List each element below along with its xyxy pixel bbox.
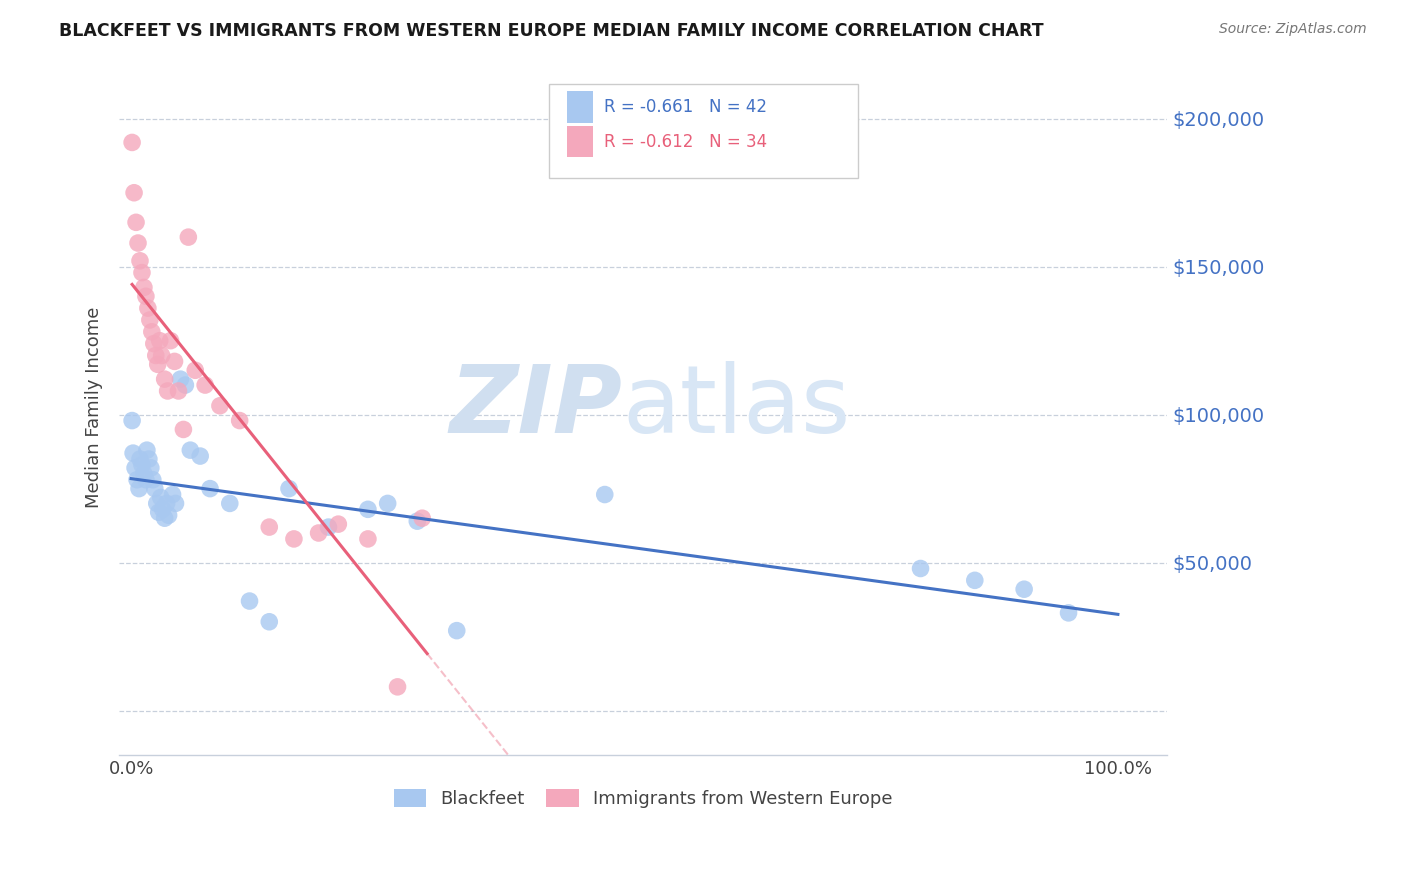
Point xyxy=(172,422,194,436)
Point xyxy=(125,215,148,229)
Point xyxy=(146,496,169,510)
Point xyxy=(124,461,146,475)
Point xyxy=(179,443,201,458)
Y-axis label: Median Family Income: Median Family Income xyxy=(86,307,103,508)
Point xyxy=(184,363,207,377)
Point xyxy=(125,473,148,487)
Point xyxy=(135,443,157,458)
Point xyxy=(411,511,433,525)
Point xyxy=(139,313,162,327)
Point xyxy=(132,280,155,294)
Bar xyxy=(567,126,593,157)
Point xyxy=(163,354,186,368)
Point xyxy=(238,594,260,608)
Point xyxy=(406,514,429,528)
Point xyxy=(142,473,165,487)
Point xyxy=(128,482,150,496)
Point xyxy=(194,378,217,392)
Point xyxy=(593,487,616,501)
Point xyxy=(156,496,179,510)
Point xyxy=(156,384,179,398)
Point xyxy=(121,136,143,150)
Point xyxy=(149,334,172,348)
Point xyxy=(328,517,350,532)
Point xyxy=(308,526,330,541)
Point xyxy=(131,266,153,280)
Point xyxy=(145,349,167,363)
Point xyxy=(143,482,166,496)
Point xyxy=(135,473,157,487)
Text: R = -0.612   N = 34: R = -0.612 N = 34 xyxy=(605,133,768,151)
Text: atlas: atlas xyxy=(623,361,851,453)
Point xyxy=(387,680,409,694)
Point xyxy=(357,532,380,546)
Point xyxy=(259,520,281,534)
Point xyxy=(198,482,221,496)
Point xyxy=(174,378,197,392)
Point xyxy=(278,482,301,496)
Point xyxy=(259,615,281,629)
Point xyxy=(446,624,468,638)
Point xyxy=(218,496,240,510)
Point xyxy=(162,487,184,501)
Point xyxy=(146,357,169,371)
Point xyxy=(377,496,399,510)
Point xyxy=(148,505,170,519)
Text: Source: ZipAtlas.com: Source: ZipAtlas.com xyxy=(1219,22,1367,37)
Point xyxy=(357,502,380,516)
Point xyxy=(138,452,160,467)
Text: R = -0.661   N = 42: R = -0.661 N = 42 xyxy=(605,98,768,116)
FancyBboxPatch shape xyxy=(548,84,858,178)
Point xyxy=(132,467,155,481)
Point xyxy=(122,446,145,460)
Legend: Blackfeet, Immigrants from Western Europe: Blackfeet, Immigrants from Western Europ… xyxy=(387,781,900,815)
Point xyxy=(122,186,145,200)
Point xyxy=(127,235,149,250)
Point xyxy=(169,372,191,386)
Point xyxy=(167,384,190,398)
Point xyxy=(910,561,932,575)
Point xyxy=(131,458,153,472)
Point xyxy=(149,491,172,505)
Point xyxy=(318,520,340,534)
Point xyxy=(165,496,187,510)
Point xyxy=(135,289,157,303)
Point xyxy=(153,511,176,525)
Point xyxy=(129,253,152,268)
Bar xyxy=(567,91,593,122)
Point xyxy=(153,372,176,386)
Point xyxy=(283,532,305,546)
Point xyxy=(157,508,180,523)
Point xyxy=(121,413,143,427)
Point xyxy=(188,449,211,463)
Point xyxy=(129,452,152,467)
Point xyxy=(177,230,200,244)
Point xyxy=(208,399,231,413)
Point xyxy=(228,413,250,427)
Point xyxy=(159,334,181,348)
Point xyxy=(136,301,159,315)
Point xyxy=(1057,606,1080,620)
Point xyxy=(963,574,986,588)
Point xyxy=(1012,582,1035,597)
Text: ZIP: ZIP xyxy=(450,361,623,453)
Text: BLACKFEET VS IMMIGRANTS FROM WESTERN EUROPE MEDIAN FAMILY INCOME CORRELATION CHA: BLACKFEET VS IMMIGRANTS FROM WESTERN EUR… xyxy=(59,22,1043,40)
Point xyxy=(152,502,174,516)
Point xyxy=(139,461,162,475)
Point xyxy=(141,325,163,339)
Point xyxy=(150,349,173,363)
Point xyxy=(142,336,165,351)
